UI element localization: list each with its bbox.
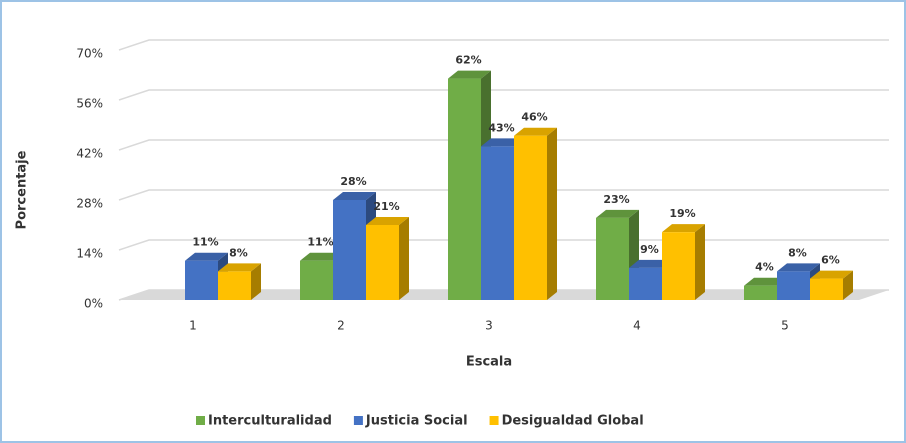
bar-top xyxy=(810,270,853,279)
bar-side xyxy=(695,224,705,300)
y-tick-label: 70% xyxy=(76,47,103,61)
grid-line xyxy=(118,189,889,201)
grid-line xyxy=(118,139,889,151)
bar xyxy=(744,285,777,300)
data-label: 62% xyxy=(455,54,481,67)
y-tick-label: 0% xyxy=(84,297,103,311)
grid-line xyxy=(118,39,889,51)
data-label: 4% xyxy=(755,261,774,274)
data-label: 11% xyxy=(192,236,218,249)
bar-top xyxy=(596,209,639,218)
bar-top xyxy=(300,252,343,261)
bar-top xyxy=(744,277,787,286)
x-tick-label: 3 xyxy=(485,319,493,333)
legend-label: Desigualdad Global xyxy=(502,414,644,429)
bar xyxy=(514,135,547,300)
legend-swatch xyxy=(489,416,499,425)
x-tick-label: 1 xyxy=(189,319,197,333)
x-tick-label: 2 xyxy=(337,319,345,333)
y-tick-label: 42% xyxy=(76,147,103,161)
data-label: 9% xyxy=(640,243,659,256)
bar xyxy=(366,225,399,300)
bar xyxy=(662,232,695,300)
grid-line xyxy=(118,239,889,251)
data-label: 21% xyxy=(373,200,399,213)
bar xyxy=(448,78,481,300)
data-label: 46% xyxy=(521,111,547,124)
bar-top xyxy=(629,259,672,268)
grid-line xyxy=(118,89,889,101)
bar xyxy=(629,267,662,300)
data-label: 43% xyxy=(488,121,514,134)
bar-top xyxy=(333,192,376,200)
legend-label: Justicia Social xyxy=(365,414,468,429)
y-tick-label: 14% xyxy=(76,247,103,261)
data-label: 8% xyxy=(788,246,807,259)
bar xyxy=(810,278,843,300)
bar xyxy=(185,260,218,300)
bar-side xyxy=(547,127,557,300)
bar-top xyxy=(366,217,409,225)
x-tick-label: 5 xyxy=(781,319,789,333)
legend-swatch xyxy=(353,416,363,425)
bar xyxy=(481,146,514,300)
bar-top xyxy=(481,138,524,147)
bar xyxy=(777,271,810,300)
data-label: 23% xyxy=(603,193,629,206)
legend-swatch xyxy=(196,416,205,425)
data-label: 28% xyxy=(340,175,366,188)
data-label: 19% xyxy=(669,207,695,220)
bar xyxy=(218,271,251,300)
bar-side xyxy=(843,270,853,300)
bar-top xyxy=(218,263,261,272)
data-label: 6% xyxy=(821,254,840,267)
x-axis-label: Escala xyxy=(466,355,512,370)
data-label: 8% xyxy=(229,246,248,259)
bar-side xyxy=(399,217,409,300)
x-tick-label: 4 xyxy=(633,319,641,333)
bar-top xyxy=(185,252,228,261)
bar-side xyxy=(251,263,261,300)
y-tick-label: 56% xyxy=(76,97,103,111)
bar-top xyxy=(777,263,820,272)
bar xyxy=(300,260,333,300)
data-label: 11% xyxy=(307,236,333,249)
y-axis-label: Porcentaje xyxy=(15,150,30,229)
legend-label: Interculturalidad xyxy=(208,414,332,429)
bar-top xyxy=(662,224,705,233)
bar-top xyxy=(448,70,491,79)
bar-top xyxy=(514,127,557,136)
bar xyxy=(333,200,366,300)
y-tick-label: 28% xyxy=(76,197,103,211)
bar xyxy=(596,217,629,300)
